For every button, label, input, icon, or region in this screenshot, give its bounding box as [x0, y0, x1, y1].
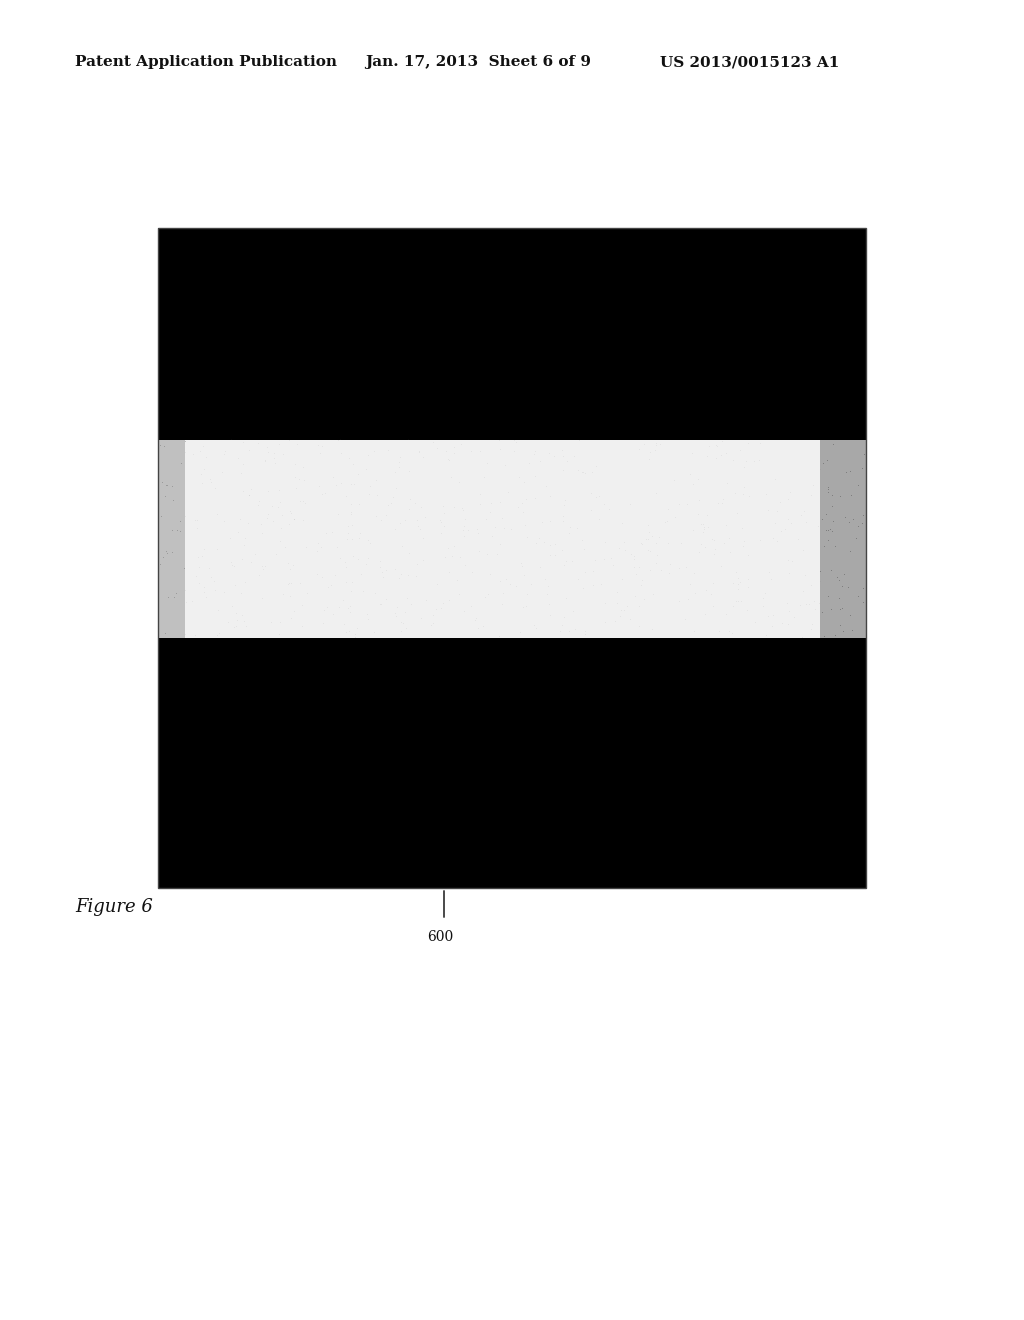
- Bar: [158, 228, 866, 440]
- Bar: [158, 638, 866, 888]
- Text: US 2013/0015123 A1: US 2013/0015123 A1: [660, 55, 840, 69]
- Text: Patent Application Publication: Patent Application Publication: [75, 55, 337, 69]
- Text: Jan. 17, 2013  Sheet 6 of 9: Jan. 17, 2013 Sheet 6 of 9: [365, 55, 591, 69]
- Bar: [820, 440, 866, 638]
- Text: 600: 600: [427, 931, 454, 944]
- Bar: [158, 440, 185, 638]
- Bar: [185, 440, 820, 638]
- Bar: [158, 228, 866, 888]
- Text: Figure 6: Figure 6: [75, 898, 153, 916]
